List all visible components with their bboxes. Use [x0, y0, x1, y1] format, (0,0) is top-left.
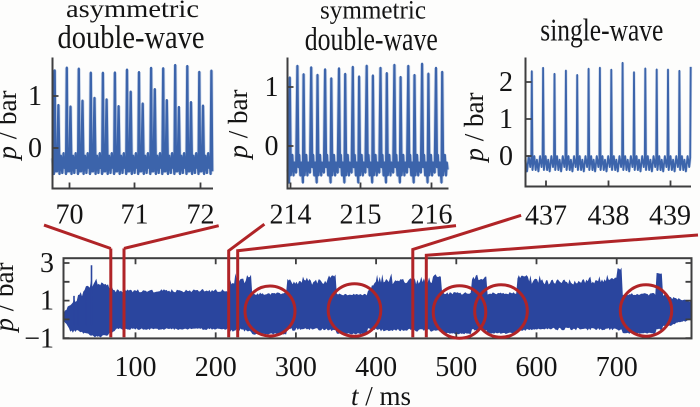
svg-text:100: 100 — [115, 352, 157, 383]
svg-text:200: 200 — [195, 352, 237, 383]
svg-text:500: 500 — [435, 352, 477, 383]
svg-text:600: 600 — [516, 352, 558, 383]
svg-text:double-wave: double-wave — [58, 20, 205, 56]
svg-text:1: 1 — [265, 72, 279, 103]
svg-text:1: 1 — [28, 81, 42, 112]
svg-text:0: 0 — [499, 141, 513, 172]
svg-text:1: 1 — [499, 104, 513, 135]
svg-text:single-wave: single-wave — [540, 12, 663, 48]
svg-text:0: 0 — [28, 133, 42, 164]
svg-text:double-wave: double-wave — [305, 22, 438, 58]
svg-text:700: 700 — [596, 352, 638, 383]
svg-text:71: 71 — [121, 200, 149, 231]
svg-text:symmetric: symmetric — [320, 0, 426, 25]
svg-text:p / bar: p / bar — [0, 91, 22, 162]
svg-text:300: 300 — [275, 352, 317, 383]
svg-text:3: 3 — [40, 248, 54, 279]
svg-text:216: 216 — [411, 200, 453, 231]
svg-text:−1: −1 — [24, 324, 54, 355]
svg-text:70: 70 — [56, 200, 84, 231]
svg-text:t / ms: t / ms — [351, 381, 411, 407]
svg-text:438: 438 — [588, 201, 630, 232]
svg-text:p / bar: p / bar — [223, 90, 253, 161]
svg-text:2: 2 — [499, 67, 513, 98]
svg-text:p / bar: p / bar — [459, 93, 489, 164]
svg-text:214: 214 — [270, 200, 312, 231]
svg-text:0: 0 — [265, 131, 279, 162]
svg-text:1: 1 — [40, 286, 54, 317]
svg-text:400: 400 — [355, 352, 397, 383]
svg-text:439: 439 — [649, 201, 691, 232]
svg-text:215: 215 — [340, 200, 382, 231]
svg-text:asymmetric: asymmetric — [66, 0, 199, 23]
svg-text:437: 437 — [525, 201, 567, 232]
svg-text:p / bar: p / bar — [0, 263, 19, 334]
svg-text:72: 72 — [187, 200, 215, 231]
